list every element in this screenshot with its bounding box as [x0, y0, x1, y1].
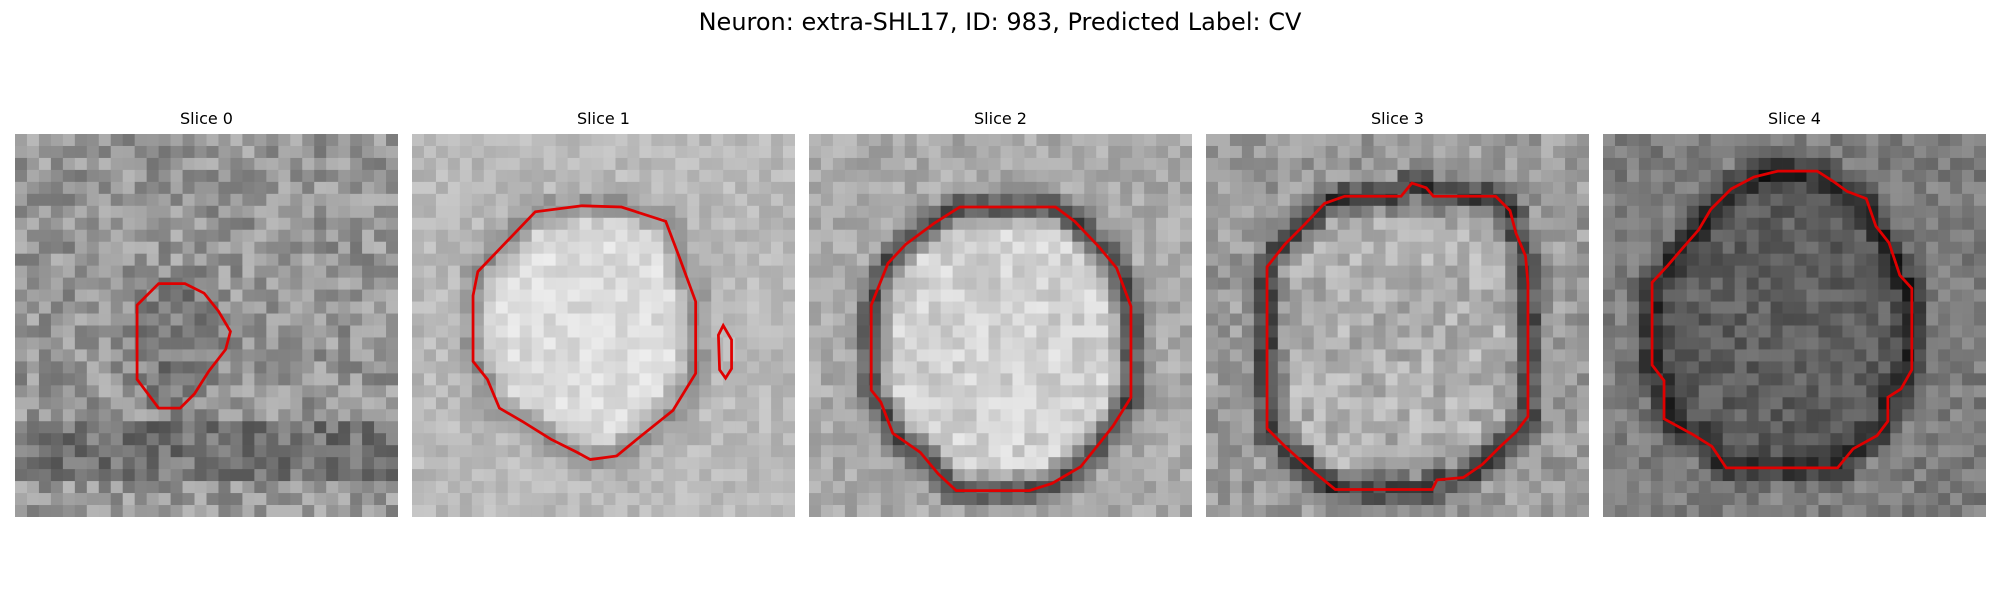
em-slice-image — [1603, 134, 1986, 517]
slice-panel-4: Slice 4 — [1603, 108, 1986, 518]
slice-title: Slice 3 — [1371, 109, 1424, 128]
segmentation-contour — [1265, 181, 1530, 491]
slice-panel-0: Slice 0 — [15, 108, 398, 518]
slice-panel-2: Slice 2 — [809, 108, 1192, 518]
slice-title: Slice 0 — [180, 109, 233, 128]
segmentation-contour-fragment — [717, 322, 733, 381]
segmentation-contour — [471, 204, 698, 461]
em-slice-image — [15, 134, 398, 517]
segmentation-contour — [1650, 169, 1914, 470]
slice-title: Slice 1 — [577, 109, 630, 128]
figure-title: Neuron: extra-SHL17, ID: 983, Predicted … — [698, 8, 1302, 36]
segmentation-contour — [135, 282, 232, 410]
slice-title: Slice 4 — [1768, 109, 1821, 128]
em-slice-image — [809, 134, 1192, 517]
segmentation-contour — [869, 205, 1133, 493]
slice-panel-1: Slice 1 — [412, 108, 795, 518]
em-slice-image — [412, 134, 795, 517]
slice-panel-3: Slice 3 — [1206, 108, 1589, 518]
em-slice-image — [1206, 134, 1589, 517]
slice-title: Slice 2 — [974, 109, 1027, 128]
